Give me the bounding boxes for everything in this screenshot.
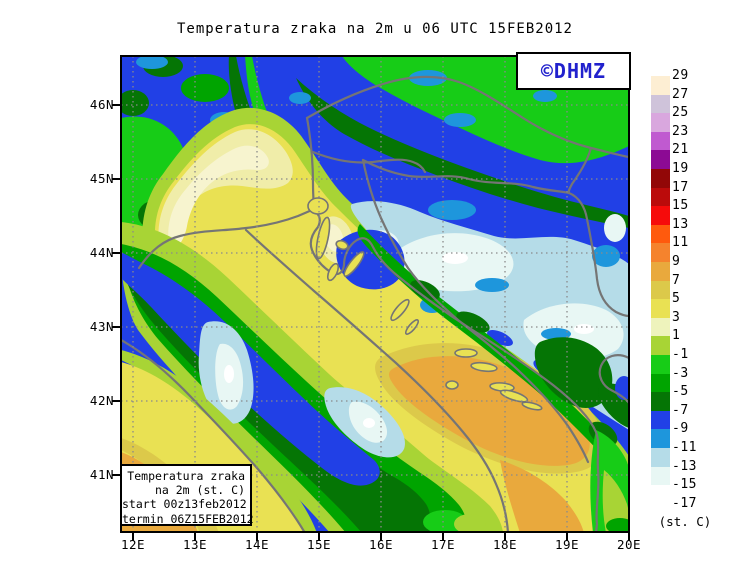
colorbar-swatch <box>651 206 670 225</box>
page-title: Temperatura zraka na 2m u 06 UTC 15FEB20… <box>176 21 573 37</box>
colorbar-label: 29 <box>672 68 689 83</box>
colorbar-label: 23 <box>672 123 689 139</box>
colorbar-label: 15 <box>672 198 689 214</box>
colorbar-label: 19 <box>672 161 689 176</box>
colorbar-label: 27 <box>672 86 689 102</box>
colorbar-label: 21 <box>672 142 689 158</box>
coastlines-and-borders <box>121 75 629 532</box>
legend-line: start 00z13feb2012 <box>122 497 247 512</box>
colorbar-label: -13 <box>672 458 697 474</box>
colorbar-label: -1 <box>672 347 689 362</box>
colorbar-label: 17 <box>672 179 689 195</box>
colorbar-swatch <box>651 299 670 318</box>
colorbar-swatch <box>651 373 670 393</box>
legend-box: Temperatura zraka na 2m (st. C) start 00z1… <box>120 464 254 526</box>
colorbar-swatch <box>651 429 670 448</box>
colorbar-label: 3 <box>672 309 681 325</box>
dhmz-watermark: ©DHMZ <box>516 52 631 90</box>
colorbar-swatch <box>651 317 670 337</box>
lon-label: 15E <box>306 537 332 552</box>
colorbar-swatch <box>651 187 670 207</box>
colorbar-label: 5 <box>672 291 681 307</box>
lat-label: 43N <box>89 319 114 334</box>
colorbar-swatch <box>651 485 670 504</box>
colorbar-swatch <box>651 243 670 262</box>
lon-label: 13E <box>182 537 208 552</box>
colorbar-label: 25 <box>672 105 689 121</box>
lon-label: 19E <box>554 537 580 552</box>
colorbar-unit: (st. C) <box>658 514 712 529</box>
lon-label: 18E <box>492 537 518 552</box>
colorbar-swatch <box>651 224 670 244</box>
colorbar-swatch <box>651 466 670 486</box>
axis-ticks <box>112 104 630 541</box>
colorbar-swatch <box>651 262 670 281</box>
colorbar-swatch <box>651 355 670 374</box>
colorbar-swatch <box>651 113 670 132</box>
colorbar-label: -15 <box>672 477 697 493</box>
colorbar-label: -5 <box>672 384 689 400</box>
colorbar-label: 7 <box>672 272 681 288</box>
lon-label: 16E <box>368 537 394 552</box>
lat-label: 46N <box>89 97 114 112</box>
colorbar-swatch <box>651 336 670 355</box>
colorbar-swatch <box>651 94 670 114</box>
colorbar-label: -11 <box>672 440 697 455</box>
colorbar-label: 11 <box>672 235 689 251</box>
colorbar-swatch <box>651 392 670 411</box>
colorbar-label: 13 <box>672 216 689 232</box>
colorbar-swatch <box>651 169 670 188</box>
lat-label: 44N <box>89 245 114 260</box>
lon-label: 12E <box>120 537 146 552</box>
lon-label: 14E <box>244 537 270 552</box>
map-canvas <box>112 55 630 541</box>
colorbar-swatches <box>651 76 670 504</box>
colorbar-label: -3 <box>672 365 689 381</box>
colorbar-label: 9 <box>672 254 681 269</box>
legend-line: Temperatura zraka <box>127 469 245 483</box>
lon-label: 20E <box>616 537 642 552</box>
colorbar-swatch <box>651 131 670 151</box>
lon-label: 17E <box>430 537 456 552</box>
adriatic-islands <box>307 197 543 411</box>
colorbar-label: 1 <box>672 328 681 344</box>
map-frame <box>120 55 630 533</box>
dhmz-watermark-text: ©DHMZ <box>540 59 607 83</box>
colorbar-label: -7 <box>672 402 689 418</box>
legend-line: na 2m (st. C) <box>154 483 245 498</box>
lat-label: 41N <box>89 467 114 482</box>
lat-label: 45N <box>89 171 114 186</box>
colorbar-swatch <box>651 150 670 169</box>
lat-label: 42N <box>89 393 114 408</box>
colorbar-swatch <box>651 448 670 467</box>
colorbar-swatch <box>651 280 670 300</box>
colorbar-swatch <box>651 76 670 95</box>
colorbar-swatch <box>651 410 670 430</box>
colorbar-label: -9 <box>672 421 689 437</box>
legend-line: termin 06Z15FEB2012 <box>122 511 254 526</box>
colorbar-label: -17 <box>672 495 697 511</box>
map-regions <box>121 56 629 532</box>
